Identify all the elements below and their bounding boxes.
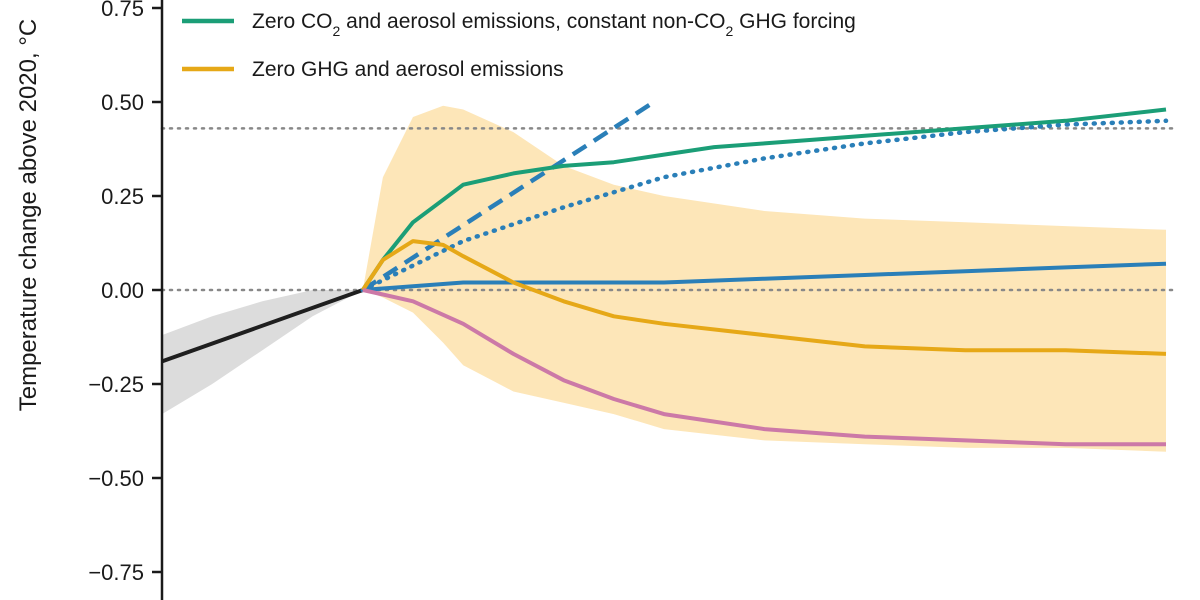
legend-label: Zero GHG and aerosol emissions	[252, 58, 564, 81]
y-axis: 0.75 0.50 0.25 0.00 −0.25 −0.50 −0.75	[88, 0, 164, 600]
series-line-4	[361, 107, 1167, 292]
series-line-1	[361, 100, 656, 292]
uncertainty-bands	[162, 105, 1166, 452]
legend: Zero CO2 and aerosol emissions, constant…	[182, 10, 856, 81]
data-series	[161, 100, 1169, 447]
series-line-0	[161, 288, 364, 364]
y-tick-label: 0.75	[101, 0, 144, 21]
legend-label: Zero CO2 and aerosol emissions, constant…	[252, 10, 856, 39]
series-line-6	[362, 288, 1166, 447]
y-tick-label: 0.00	[101, 278, 144, 303]
y-tick-label: −0.25	[88, 372, 144, 397]
series-line-2	[360, 118, 1169, 293]
reference-lines	[160, 127, 1177, 292]
series-line-3	[362, 261, 1167, 292]
y-tick-label: −0.50	[88, 466, 144, 491]
uncertainty-band-1	[162, 290, 363, 415]
y-tick-label: 0.50	[101, 90, 144, 115]
series-line-5	[361, 239, 1167, 356]
y-tick-label: −0.75	[88, 560, 144, 585]
y-tick-label: 0.25	[101, 184, 144, 209]
y-axis-title: Temperature change above 2020, °C	[15, 19, 42, 412]
